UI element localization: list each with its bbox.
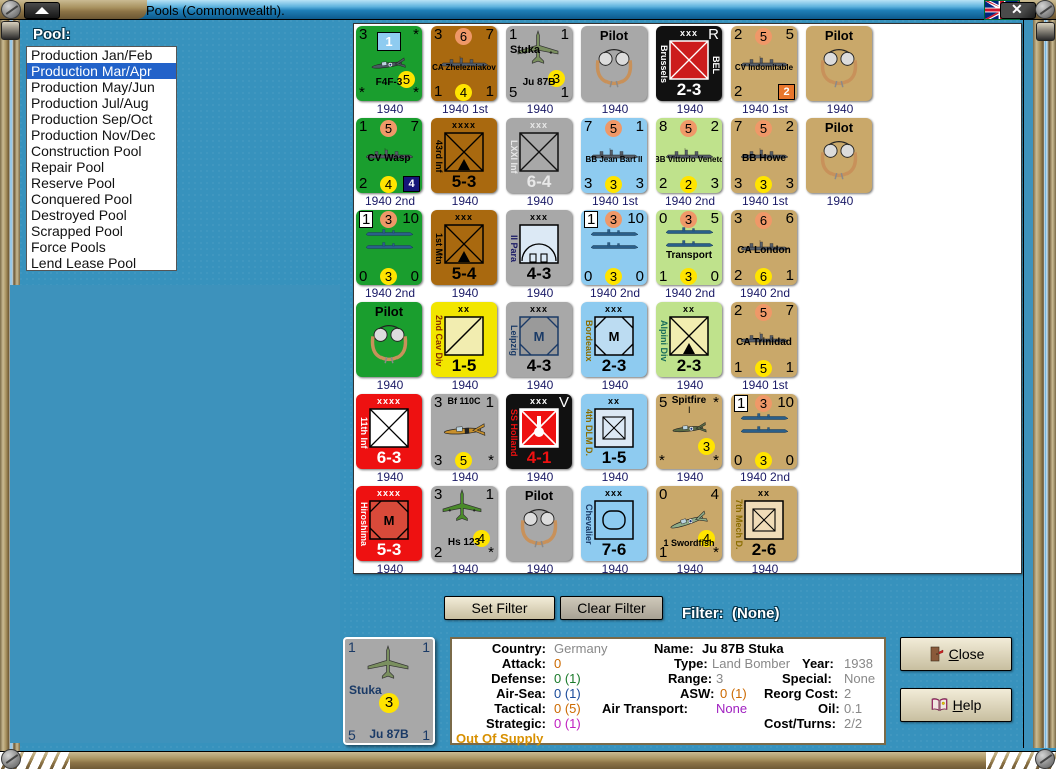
svg-text:M: M: [534, 329, 545, 344]
svg-text:M: M: [384, 513, 395, 528]
svg-text:M: M: [609, 329, 620, 344]
